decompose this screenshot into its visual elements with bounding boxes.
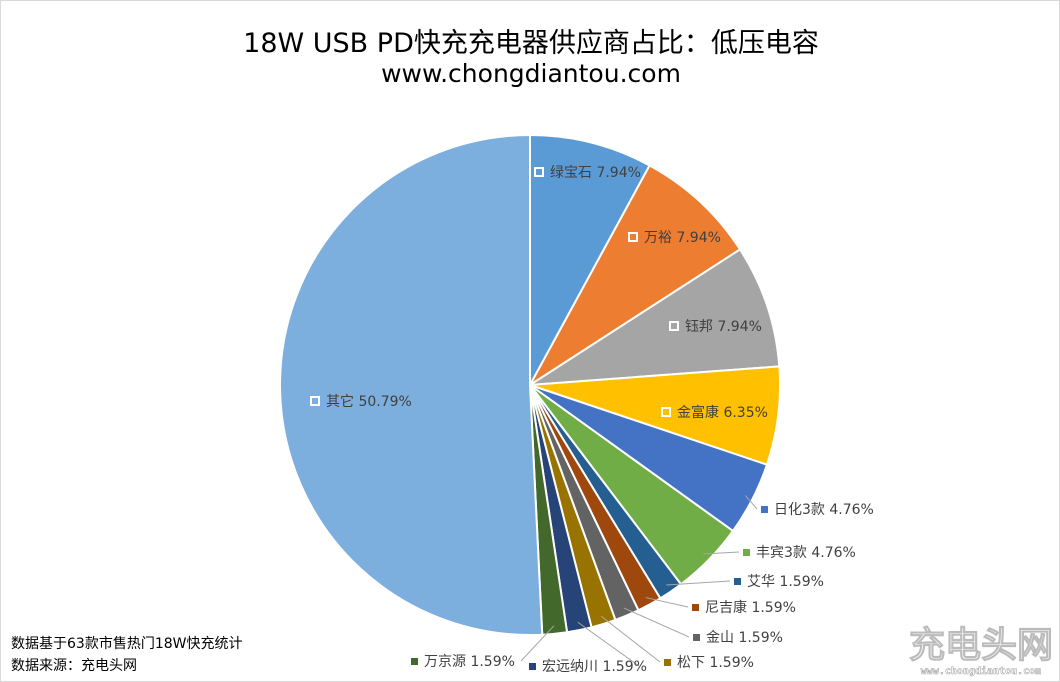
data-label-text: 钰邦 7.94% — [685, 319, 762, 335]
note-basis: 数据基于63款市售热门18W快充统计 — [11, 636, 243, 652]
leader-line-9 — [600, 615, 661, 663]
data-label-2: 钰邦 7.94% — [669, 316, 762, 336]
data-label-text: 宏远纳川 1.59% — [542, 659, 647, 675]
data-label-10: 宏远纳川 1.59% — [529, 656, 647, 676]
data-label-11: 万京源 1.59% — [411, 651, 515, 671]
legend-marker — [693, 633, 700, 641]
data-label-4: 日化3款 4.76% — [761, 499, 874, 519]
chart-title: 18W USB PD快充充电器供应商占比：低压电容 — [243, 28, 819, 59]
svg-text:www.chongdiantou.com: www.chongdiantou.com — [921, 665, 1041, 677]
data-label-7: 尼吉康 1.59% — [692, 597, 796, 617]
leader-line-6 — [666, 580, 731, 586]
data-label-text: 金富康 6.35% — [677, 405, 768, 421]
leader-line-8 — [623, 607, 690, 638]
pie-slice-1 — [529, 164, 742, 386]
watermark-logo: 充电头网 www.chongdiantou.com — [908, 625, 1053, 678]
legend-marker — [661, 407, 671, 417]
legend-marker — [529, 662, 536, 670]
legend-marker — [692, 603, 699, 611]
data-label-8: 金山 1.59% — [693, 627, 783, 647]
leader-line-11 — [520, 625, 555, 662]
data-label-5: 丰宾3款 4.76% — [743, 542, 856, 562]
legend-marker — [761, 505, 768, 513]
data-label-1: 万裕 7.94% — [628, 227, 721, 247]
data-label-text: 松下 1.59% — [677, 655, 754, 671]
leader-line-5 — [703, 551, 740, 555]
data-label-text: 万京源 1.59% — [424, 654, 515, 670]
legend-marker — [310, 396, 320, 406]
legend-marker — [664, 658, 671, 666]
data-label-6: 艾华 1.59% — [734, 571, 824, 591]
data-label-text: 尼吉康 1.59% — [705, 600, 796, 616]
legend-marker — [669, 321, 679, 331]
data-label-text: 丰宾3款 4.76% — [756, 545, 856, 561]
data-label-text: 其它 50.79% — [326, 394, 412, 410]
pie-slice-12 — [279, 133, 544, 636]
data-label-0: 绿宝石 7.94% — [534, 162, 641, 182]
legend-marker — [628, 232, 638, 242]
chart-subtitle: www.chongdiantou.com — [381, 59, 681, 88]
data-label-12: 其它 50.79% — [310, 391, 412, 411]
legend-marker — [734, 577, 741, 585]
legend-marker — [411, 657, 418, 665]
legend-marker — [743, 548, 750, 556]
data-label-3: 金富康 6.35% — [661, 402, 768, 422]
data-label-text: 绿宝石 7.94% — [550, 165, 641, 181]
leader-line-10 — [577, 621, 640, 667]
leader-line-7 — [645, 597, 689, 608]
data-label-text: 日化3款 4.76% — [774, 502, 874, 518]
note-source: 数据来源：充电头网 — [11, 658, 137, 674]
pie-slice-0 — [529, 133, 651, 386]
leader-line-4 — [744, 495, 758, 510]
legend-marker — [534, 167, 544, 177]
data-label-text: 金山 1.59% — [706, 630, 783, 646]
data-label-text: 艾华 1.59% — [747, 574, 824, 590]
pie-slice-2 — [529, 248, 781, 386]
data-label-9: 松下 1.59% — [664, 652, 754, 672]
svg-text:充电头网: 充电头网 — [909, 625, 1053, 666]
data-label-text: 万裕 7.94% — [644, 230, 721, 246]
